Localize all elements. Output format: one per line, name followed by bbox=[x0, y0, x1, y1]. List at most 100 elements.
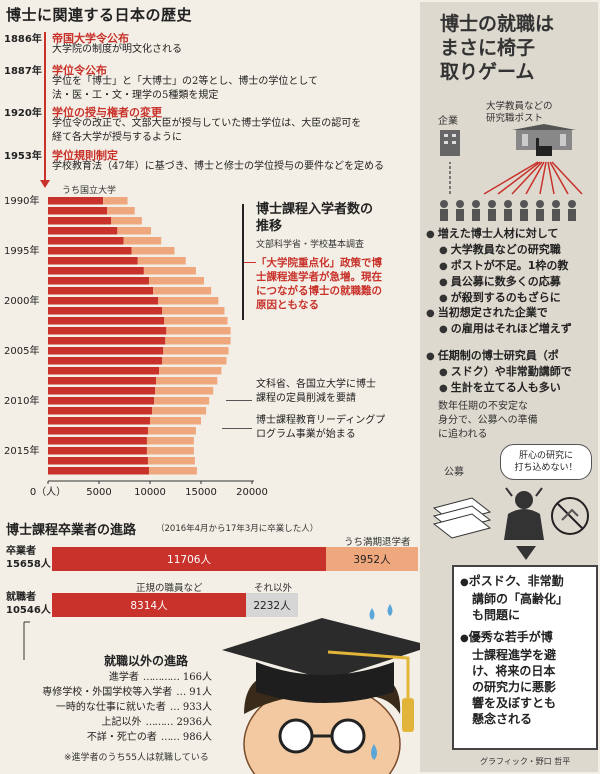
item-dots: … bbox=[169, 702, 180, 713]
panel-title-line: 博士の就職は bbox=[440, 13, 555, 35]
box-line: ●ポスドク、非常勤 bbox=[460, 574, 564, 588]
note-line: 博士課程教育リーディングプ bbox=[256, 415, 386, 426]
bullet-line: 員公募に数多くの応募 bbox=[426, 274, 594, 290]
panel-bullet-1: 増えた博士人材に対して 大学教員などの研究職 ポストが不足。1枠の教 員公募に数… bbox=[426, 226, 594, 306]
event-desc: 学校教育法（47年）に基づき、博士と修士の学位授与の要件などを定める bbox=[52, 161, 385, 172]
graduates-withdrawn-bar: 3952人 bbox=[326, 547, 418, 571]
y-tick-label: 2000年 bbox=[4, 294, 39, 307]
policy-note-line: 士課程進学者が急増。現在 bbox=[256, 271, 382, 283]
y-tick-label: 2005年 bbox=[4, 344, 39, 357]
policy-note-line: 原因ともなる bbox=[256, 299, 319, 311]
glasses-left bbox=[278, 718, 314, 754]
bar-other-2014 bbox=[146, 437, 194, 445]
item-label: 上記以外 bbox=[101, 717, 142, 728]
graduates-label-line2: 15658人 bbox=[6, 559, 51, 570]
bar-national-2013 bbox=[48, 427, 148, 435]
x-tick-label: 15000 bbox=[185, 487, 217, 498]
bar-national-2007 bbox=[48, 367, 160, 375]
graduates-label-line1: 卒業者 bbox=[6, 546, 36, 557]
enrollment-title: 博士課程入学者数の 推移 bbox=[256, 201, 373, 235]
bar-national-2008 bbox=[48, 377, 157, 385]
bar-other-1993 bbox=[117, 227, 152, 235]
bar-national-2009 bbox=[48, 387, 156, 395]
bar-national-2001 bbox=[48, 307, 163, 315]
bullet-line: の雇用はそれほど増えず bbox=[426, 321, 594, 337]
event-desc-line2: 法・医・工・文・理学の5種類を規定 bbox=[52, 90, 219, 101]
bracket-connector bbox=[23, 621, 30, 660]
bar-other-1997 bbox=[143, 267, 196, 275]
chart-note-bar bbox=[242, 204, 244, 320]
bullet-line: 大学教員などの研究職 bbox=[426, 242, 594, 258]
x-tick-label: 5000 bbox=[86, 487, 111, 498]
graduates-regular-bar: 11706人 bbox=[52, 547, 326, 571]
bar-other-1998 bbox=[148, 277, 205, 285]
y-tick-label: 1995年 bbox=[4, 244, 39, 257]
people-icons bbox=[440, 200, 576, 221]
item-dots: …… bbox=[160, 732, 180, 743]
bar-other-1990 bbox=[103, 197, 128, 205]
x-tick-label: 0（人） bbox=[30, 486, 66, 498]
note-line: に追われる bbox=[438, 429, 488, 440]
enrollment-source: 文部科学省・学校基本調査 bbox=[256, 240, 365, 250]
bar-other-1995 bbox=[131, 247, 175, 255]
employed-label: 就職者 10546人 bbox=[6, 591, 51, 617]
event-desc-line2: 経て各大学が授与するように bbox=[52, 132, 182, 143]
bar-other-2016 bbox=[147, 457, 195, 465]
box-line: 響を及ぼすとも bbox=[472, 696, 557, 710]
chair-icon bbox=[536, 138, 552, 156]
bar-national-2012 bbox=[48, 417, 150, 425]
bar-national-2000 bbox=[48, 297, 159, 305]
box-bullet-1: ●ポスドク、非常勤 講師の「高齢化」 も問題に bbox=[460, 573, 568, 623]
note-line: 文科省、各国立大学に博士 bbox=[256, 379, 376, 390]
item-label: 一時的な仕事に就いた者 bbox=[55, 702, 166, 713]
bullet-line: 増えた博士人材に対して bbox=[426, 226, 594, 242]
event-year: 1886年 bbox=[4, 34, 42, 45]
sweat-drop-icon bbox=[371, 744, 377, 760]
bar-other-2010 bbox=[154, 397, 210, 405]
bar-other-2011 bbox=[152, 407, 207, 415]
note-line: 数年任期の不安定な bbox=[438, 401, 528, 412]
postdoc-struggle-illustration bbox=[432, 487, 589, 540]
employed-other-value: 2232人 bbox=[253, 600, 291, 612]
item-label: 進学者 bbox=[108, 672, 139, 683]
employed-label-line2: 10546人 bbox=[6, 605, 51, 616]
panel-bullet-2: 当初想定された企業で の雇用はそれほど増えず bbox=[426, 305, 594, 337]
policy-note-tick bbox=[244, 262, 256, 263]
bar-other-2013 bbox=[147, 427, 196, 435]
event-title: 学位規則制定 bbox=[52, 149, 118, 162]
box-line: 士課程進学を避 bbox=[472, 648, 557, 662]
enrollment-chart: 1990年 1995年 2000年 2005年 2010年 2015年 0（人） 5000 10… bbox=[4, 194, 268, 498]
list-item: 一時的な仕事に就いた者… 933人 bbox=[6, 700, 212, 715]
graduates-title: 博士課程卒業者の進路 bbox=[6, 523, 137, 538]
bar-national-1995 bbox=[48, 247, 132, 255]
bullet-line: が殺到するのもざらに bbox=[426, 290, 594, 306]
event-year: 1920年 bbox=[4, 108, 42, 119]
arrows-to-chair-icon bbox=[483, 161, 583, 195]
regular-staff-label: 正規の職員など bbox=[136, 583, 203, 594]
y-tick-label: 2015年 bbox=[4, 444, 39, 457]
non-employment-note: ※進学者のうち55人は就職している bbox=[64, 753, 209, 763]
panel-title-line: 取りゲーム bbox=[440, 61, 535, 83]
box-line: 講師の「高齢化」 bbox=[472, 592, 569, 606]
timeline-arrow-icon bbox=[40, 180, 50, 188]
policy-note: 「大学院重点化」政策で博 士課程進学者が急増。現在 につながる博士の就職難の 原… bbox=[256, 256, 382, 312]
note-line: ログラム事業が始まる bbox=[256, 429, 356, 440]
policy-note-line: につながる博士の就職難の bbox=[256, 285, 382, 297]
bar-other-2001 bbox=[162, 307, 225, 315]
bar-national-2015 bbox=[48, 447, 147, 455]
graduates-withdrawn-value: 3952人 bbox=[353, 554, 391, 566]
speech-line: 打ち込めない！ bbox=[514, 463, 578, 473]
graduates-regular-value: 11706人 bbox=[167, 554, 211, 566]
bar-other-1991 bbox=[107, 207, 135, 215]
panel-title: 博士の就職は まさに椅子 取りゲーム bbox=[440, 12, 554, 84]
bar-national-1993 bbox=[48, 227, 118, 235]
bar-national-2006 bbox=[48, 357, 163, 365]
item-value: 986人 bbox=[182, 732, 212, 743]
bar-other-2015 bbox=[146, 447, 194, 455]
item-dots: ………… bbox=[142, 672, 180, 683]
box-line: 懸念される bbox=[472, 712, 533, 726]
no-research-icon bbox=[551, 497, 589, 535]
employed-other-bar: 2232人 bbox=[246, 593, 298, 617]
company-label: 企業 bbox=[438, 116, 458, 127]
bar-national-1999 bbox=[48, 287, 154, 295]
